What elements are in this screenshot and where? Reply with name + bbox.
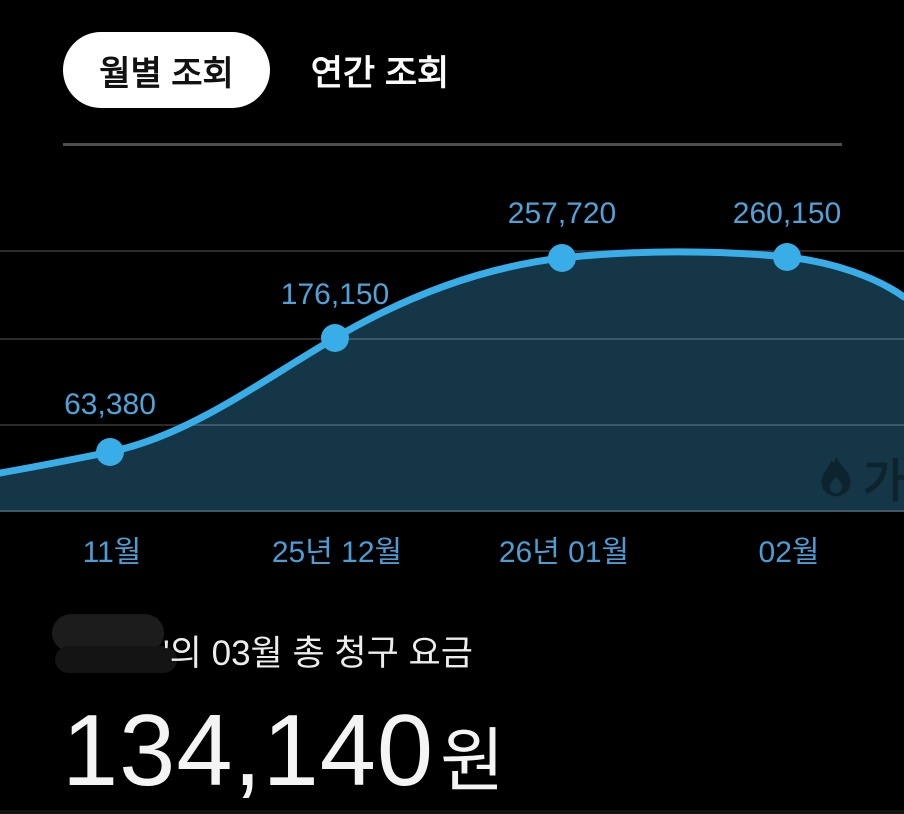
tab-monthly[interactable]: 월별 조회 xyxy=(63,32,270,108)
data-point-jan[interactable] xyxy=(548,244,576,272)
x-axis-label-dec: 25년 12월 xyxy=(271,536,403,569)
redacted-customer-name xyxy=(52,614,164,652)
flame-icon xyxy=(821,454,851,497)
bottom-card-edge xyxy=(0,810,904,814)
chart-area-fill xyxy=(0,251,904,512)
x-axis-label-jan: 26년 01월 xyxy=(498,536,630,569)
total-billing-amount: 134,140 원 xyxy=(62,694,505,809)
point-value-label-feb: 260,150 xyxy=(732,197,842,230)
tab-divider xyxy=(63,143,842,146)
data-point-nov[interactable] xyxy=(96,438,124,466)
tab-monthly-label: 월별 조회 xyxy=(99,54,234,93)
billing-summary-label: '의 03월 총 청구 요금 xyxy=(163,634,473,673)
data-point-dec[interactable] xyxy=(321,324,349,352)
point-value-label-nov: 63,380 xyxy=(64,388,156,421)
tab-yearly[interactable]: 연간 조회 xyxy=(300,32,460,108)
x-axis-label-feb: 02월 xyxy=(758,536,820,569)
point-value-label-jan: 257,720 xyxy=(507,197,617,230)
point-value-label-dec: 176,150 xyxy=(280,278,390,311)
x-axis-label-nov: 11월 xyxy=(82,536,142,569)
tab-yearly-label: 연간 조회 xyxy=(310,53,450,93)
gas-app-watermark: 가스 xyxy=(814,445,904,511)
redacted-customer-name-smudge xyxy=(55,646,177,673)
billing-amount-value: 134,140 xyxy=(62,695,435,807)
chart-data-points[interactable] xyxy=(96,243,801,466)
watermark-text: 가스 xyxy=(863,455,904,507)
data-point-feb[interactable] xyxy=(773,243,801,271)
billing-amount-currency: 원 xyxy=(440,722,505,800)
usage-area-chart xyxy=(0,243,904,512)
